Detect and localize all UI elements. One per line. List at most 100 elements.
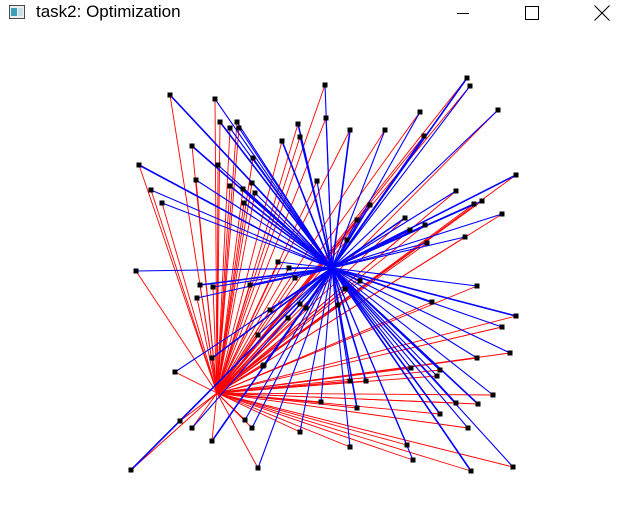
red-edge (216, 309, 271, 394)
graph-node (279, 138, 285, 144)
blue-edge (331, 267, 514, 468)
app-icon[interactable] (9, 5, 25, 19)
blue-edge (331, 129, 386, 269)
graph-node (189, 143, 195, 149)
minimize-icon (457, 13, 469, 14)
graph-node (499, 324, 505, 330)
graph-node (159, 200, 165, 206)
red-edge (216, 202, 245, 394)
red-edge (216, 280, 361, 394)
red-edge (196, 297, 218, 394)
blue-edge (331, 267, 478, 287)
graph-canvas (128, 75, 519, 474)
graph-node (194, 295, 200, 301)
blue-edge (150, 189, 333, 269)
red-edge (216, 392, 301, 433)
close-button[interactable] (580, 0, 624, 26)
graph-node (136, 162, 142, 168)
red-edge (179, 392, 218, 422)
blue-edge (316, 180, 333, 269)
blue-edge (331, 267, 441, 415)
red-edge (216, 127, 240, 394)
blue-edge (331, 267, 351, 448)
red-edge (216, 304, 339, 394)
graph-node (471, 201, 477, 207)
graph-node (513, 172, 519, 178)
red-edge (216, 136, 301, 394)
close-icon (594, 5, 610, 21)
red-edge (216, 392, 514, 468)
minimize-button[interactable] (441, 0, 485, 26)
blue-edge (214, 98, 333, 269)
blue-edge (195, 179, 333, 269)
red-edge (216, 392, 259, 469)
graph-node (314, 178, 320, 184)
graph-node (212, 96, 218, 102)
graph-node (303, 305, 309, 311)
graph-node (347, 127, 353, 133)
maximize-icon (525, 6, 539, 20)
blue-edge (277, 261, 333, 269)
graph-node (128, 467, 134, 473)
window-titlebar[interactable]: task2: Optimization (0, 0, 631, 26)
graph-node (468, 468, 474, 474)
graph-node (453, 188, 459, 194)
blue-edge (331, 236, 466, 269)
blue-edge (331, 267, 414, 461)
red-edge (135, 270, 218, 394)
blue-edge (331, 129, 351, 269)
graph-node (437, 367, 443, 373)
red-edge (216, 365, 264, 394)
graph-node (236, 125, 242, 131)
red-edge (161, 202, 218, 394)
graph-node (247, 282, 253, 288)
blue-edge (299, 267, 333, 433)
red-edge (216, 284, 251, 394)
blue-edge (138, 164, 333, 269)
blue-edge (257, 267, 333, 469)
graph-node (295, 121, 301, 127)
blue-edge (281, 140, 333, 269)
graph-node (342, 286, 348, 292)
blue-edge (238, 127, 333, 269)
maximize-button[interactable] (510, 0, 554, 26)
window-title: task2: Optimization (36, 2, 181, 21)
graph-node (267, 307, 273, 313)
graph-node (177, 418, 183, 424)
graph-node (464, 75, 470, 81)
red-edge (211, 357, 218, 394)
blue-edge (331, 267, 438, 377)
graph-node (510, 464, 516, 470)
graph-node (189, 425, 195, 431)
red-edge (216, 164, 219, 394)
blue-edge (254, 192, 333, 269)
graph-node (297, 301, 303, 307)
red-edge (150, 189, 218, 394)
graph-node (417, 109, 423, 115)
graph-node (172, 369, 178, 375)
red-edge (212, 286, 218, 394)
blue-edge (191, 267, 333, 429)
red-edge (216, 392, 472, 472)
graph-node (227, 183, 233, 189)
graph-node (465, 425, 471, 431)
red-edge (216, 307, 307, 394)
graph-node (249, 425, 255, 431)
graph-node (507, 350, 513, 356)
blue-edge (331, 204, 371, 269)
graph-node (285, 315, 291, 321)
blue-edge (331, 267, 503, 328)
blue-edge (331, 267, 517, 317)
graph-node (242, 417, 248, 423)
graph-node (292, 275, 298, 281)
graph-node (335, 302, 341, 308)
graph-node (424, 240, 430, 246)
graph-node (407, 227, 413, 233)
red-edge (216, 369, 441, 394)
graph-node (148, 187, 154, 193)
graph-node (249, 180, 255, 186)
blue-edge (249, 267, 333, 286)
graph-node (322, 82, 328, 88)
graph-node (344, 237, 350, 243)
graph-node (323, 115, 329, 121)
